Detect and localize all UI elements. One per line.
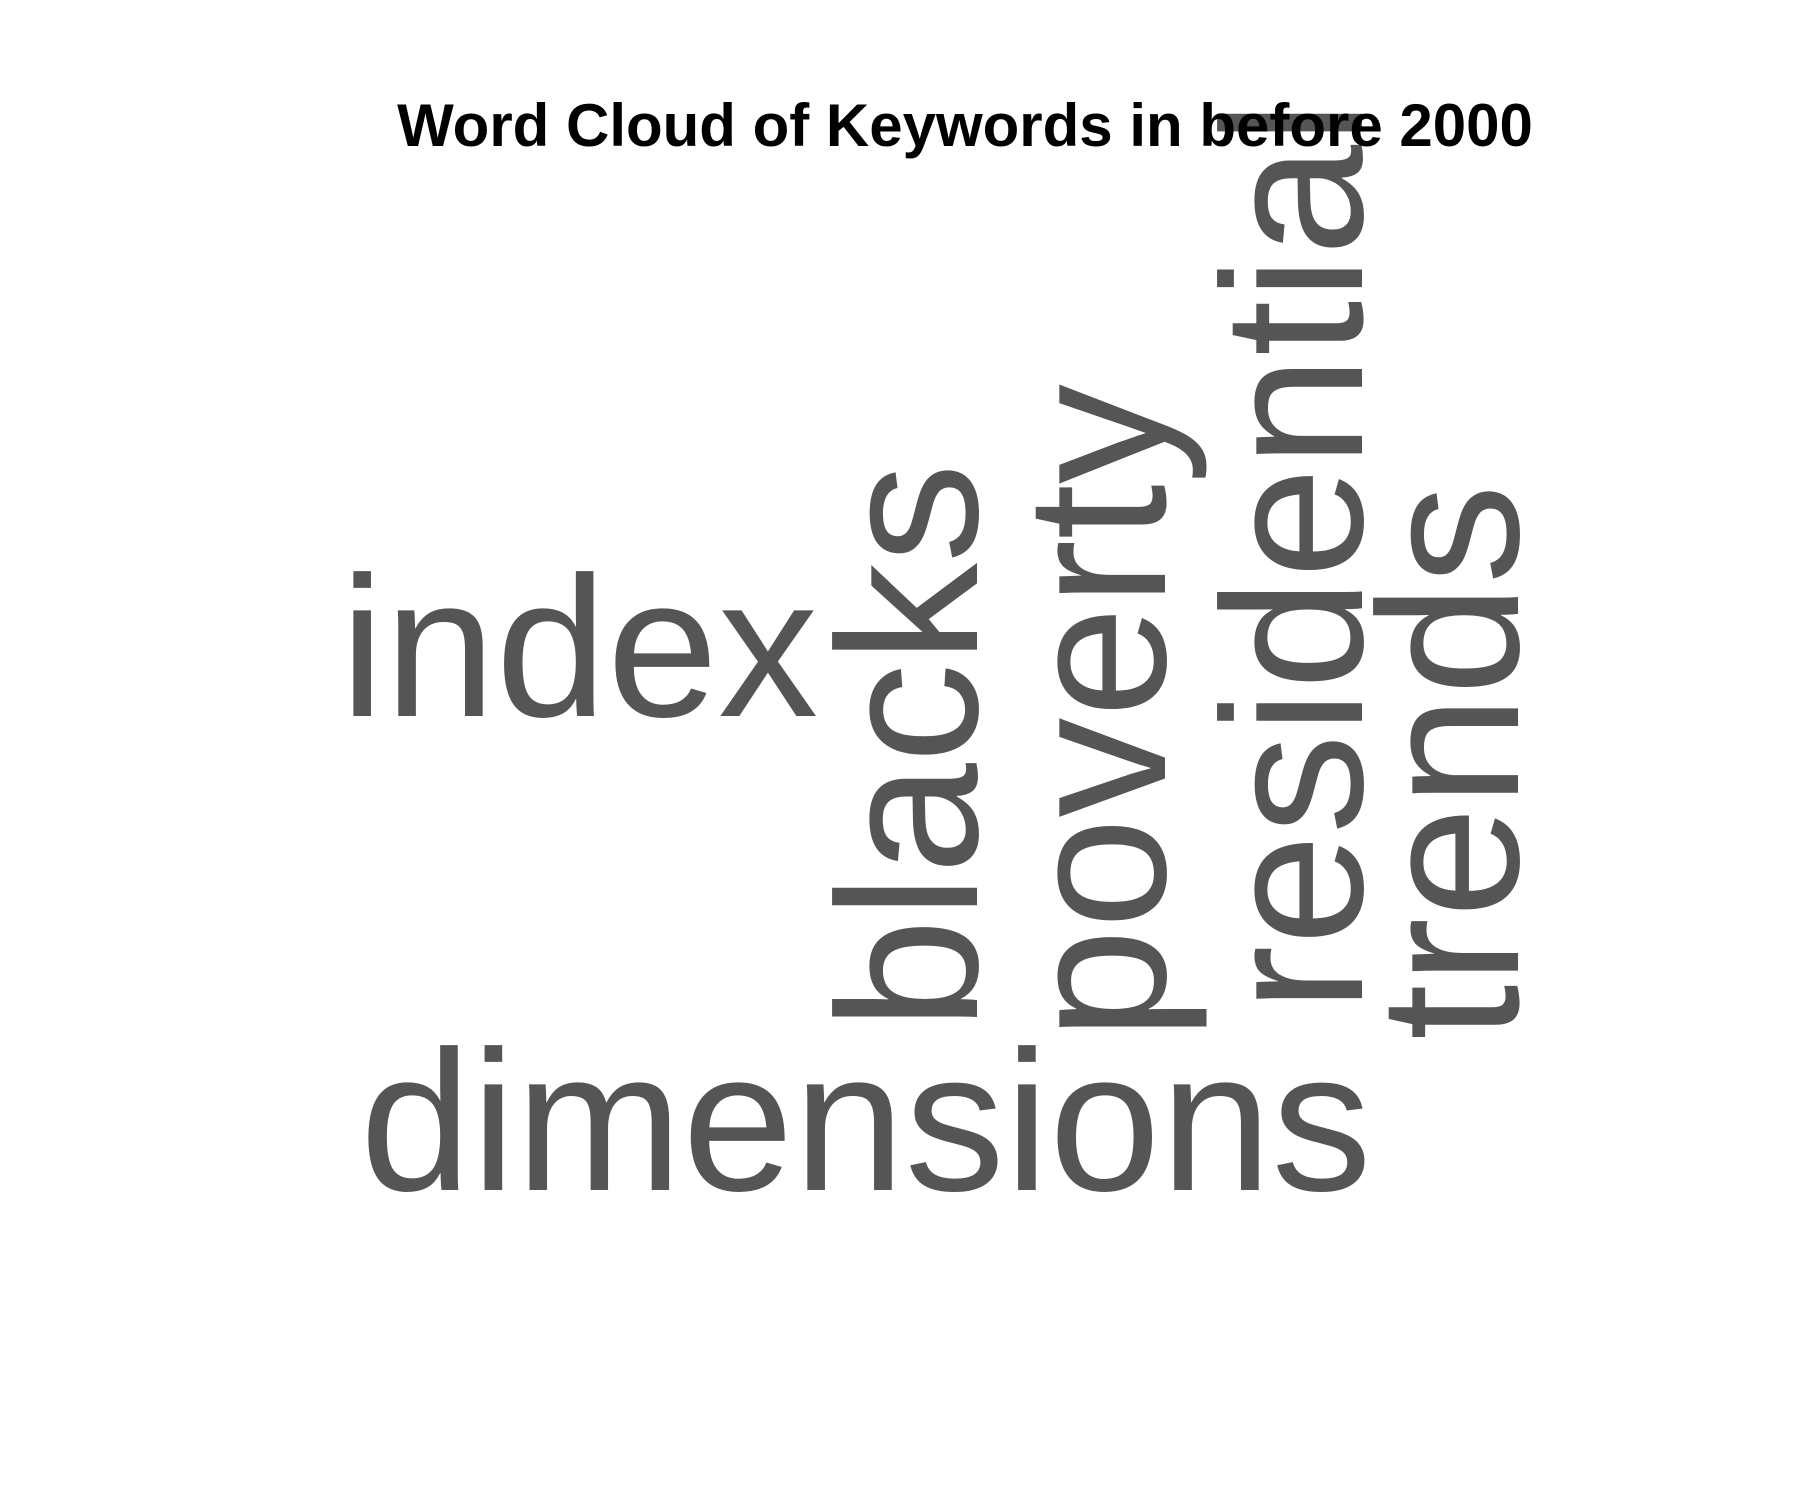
- word-cloud-words: dimensions indexblackspovertyresidentialt…: [340, 100, 1561, 1233]
- chart-title: Word Cloud of Keywords in before 2000: [397, 92, 1533, 159]
- word-blacks: blacks: [797, 463, 1020, 1030]
- word-trends: trends: [1338, 484, 1561, 1040]
- word-index: index: [340, 536, 818, 759]
- word-residential: residential: [1182, 100, 1405, 1012]
- word-poverty: poverty: [985, 384, 1208, 1040]
- word-dimensions: dimensions: [360, 1010, 1372, 1233]
